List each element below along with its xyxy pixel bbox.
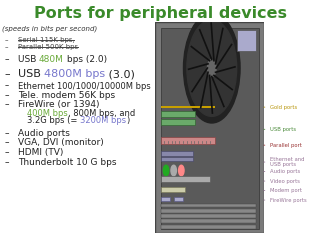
Text: Parallel port: Parallel port <box>264 143 302 148</box>
Text: USB ports: USB ports <box>264 127 297 132</box>
Text: USB: USB <box>18 55 39 64</box>
Circle shape <box>163 165 169 176</box>
Bar <box>161 214 256 218</box>
Bar <box>161 151 193 156</box>
Text: –: – <box>5 158 9 168</box>
Text: Gold ports: Gold ports <box>264 105 298 110</box>
Text: 4800M bps: 4800M bps <box>44 69 105 79</box>
Text: Parallel 500K bps: Parallel 500K bps <box>18 44 78 50</box>
Text: (3.0): (3.0) <box>105 69 135 79</box>
Text: –: – <box>5 91 9 100</box>
Bar <box>161 187 185 192</box>
Text: Thunderbolt 10 G bps: Thunderbolt 10 G bps <box>18 158 116 168</box>
Bar <box>237 30 256 51</box>
Text: –: – <box>5 82 9 90</box>
Bar <box>161 209 256 213</box>
Bar <box>161 137 215 144</box>
Text: FireWire (or 1394): FireWire (or 1394) <box>18 100 99 109</box>
Text: Ethernet 100/1000/10000M bps: Ethernet 100/1000/10000M bps <box>18 82 150 90</box>
Text: –: – <box>5 69 11 79</box>
Bar <box>161 197 171 201</box>
Text: –: – <box>5 55 9 64</box>
Bar <box>161 157 193 161</box>
Text: bps (2.0): bps (2.0) <box>64 55 107 64</box>
Bar <box>174 197 183 201</box>
Text: Audio ports: Audio ports <box>264 169 301 174</box>
Text: VGA, DVI (monitor): VGA, DVI (monitor) <box>18 138 103 147</box>
Text: 3200M bps: 3200M bps <box>80 116 126 125</box>
Text: Tele. modem 56K bps: Tele. modem 56K bps <box>18 91 115 100</box>
Text: HDMI (TV): HDMI (TV) <box>18 148 63 157</box>
Text: –: – <box>5 138 9 147</box>
Bar <box>161 220 256 223</box>
Text: –: – <box>5 129 9 138</box>
Text: –: – <box>5 37 8 43</box>
Text: –: – <box>5 148 9 157</box>
Circle shape <box>207 60 216 77</box>
Text: FireWire ports: FireWire ports <box>264 198 307 203</box>
Text: –: – <box>5 100 9 109</box>
Circle shape <box>187 20 237 116</box>
Text: Modem port: Modem port <box>264 188 302 193</box>
Bar <box>161 225 256 228</box>
Text: Audio ports: Audio ports <box>18 129 69 138</box>
Bar <box>161 119 196 125</box>
Circle shape <box>179 165 184 176</box>
Text: , 800M bps, and: , 800M bps, and <box>68 109 135 118</box>
Text: Ports for peripheral devices: Ports for peripheral devices <box>34 6 286 21</box>
Text: 3.2G bps (=: 3.2G bps (= <box>27 116 80 125</box>
Bar <box>161 111 196 117</box>
Text: Serial 115K bps,: Serial 115K bps, <box>18 37 74 43</box>
Text: 400M bps: 400M bps <box>27 109 68 118</box>
Circle shape <box>183 13 240 123</box>
Circle shape <box>171 165 176 176</box>
Text: (speeds in bits per second): (speeds in bits per second) <box>2 25 97 32</box>
Bar <box>161 106 215 108</box>
Bar <box>161 176 210 182</box>
Text: ): ) <box>126 116 130 125</box>
Text: Ethernet and
USB ports: Ethernet and USB ports <box>264 157 305 168</box>
Text: 480M: 480M <box>39 55 64 64</box>
Text: Video ports: Video ports <box>264 179 300 184</box>
Bar <box>161 204 256 207</box>
Text: –: – <box>5 44 8 50</box>
Text: USB: USB <box>18 69 44 79</box>
